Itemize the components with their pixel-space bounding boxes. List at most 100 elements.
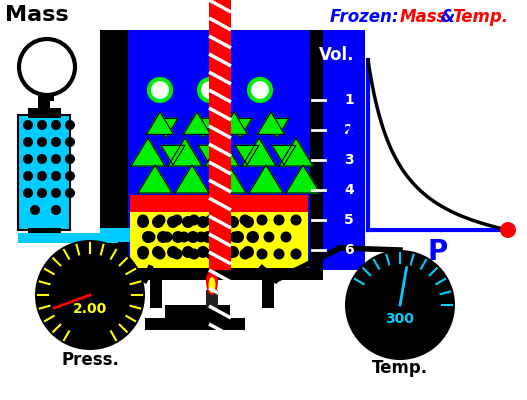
Circle shape: [212, 232, 223, 242]
Polygon shape: [279, 138, 313, 166]
Circle shape: [157, 231, 169, 243]
Circle shape: [222, 248, 233, 260]
Polygon shape: [249, 165, 283, 193]
Circle shape: [247, 232, 258, 242]
Circle shape: [199, 79, 221, 101]
Text: Temp.: Temp.: [452, 8, 508, 26]
Bar: [28, 228, 61, 236]
Circle shape: [197, 246, 209, 258]
Circle shape: [154, 248, 165, 260]
Circle shape: [264, 232, 275, 242]
Circle shape: [23, 188, 33, 198]
Circle shape: [161, 232, 172, 242]
Circle shape: [51, 154, 61, 164]
Circle shape: [137, 246, 149, 258]
Circle shape: [189, 214, 200, 226]
Polygon shape: [220, 112, 248, 134]
Polygon shape: [286, 165, 320, 193]
Bar: [100, 228, 130, 242]
Circle shape: [257, 214, 268, 226]
Circle shape: [37, 188, 47, 198]
Circle shape: [229, 232, 240, 242]
Circle shape: [23, 154, 33, 164]
Circle shape: [196, 232, 207, 242]
Circle shape: [65, 188, 75, 198]
Circle shape: [182, 246, 194, 258]
Circle shape: [280, 232, 291, 242]
Circle shape: [257, 248, 268, 260]
Circle shape: [65, 154, 75, 164]
Text: Mass: Mass: [400, 8, 447, 26]
Text: 2.00: 2.00: [73, 302, 107, 316]
Circle shape: [138, 248, 149, 260]
Circle shape: [290, 248, 301, 260]
Bar: [310, 30, 365, 270]
Circle shape: [51, 120, 61, 130]
Circle shape: [51, 188, 61, 198]
Text: &: &: [435, 8, 461, 26]
Text: Temp.: Temp.: [372, 359, 428, 377]
Circle shape: [144, 232, 155, 242]
Circle shape: [242, 216, 254, 228]
Bar: [130, 195, 308, 212]
Polygon shape: [228, 118, 252, 138]
Bar: [42, 93, 54, 101]
Polygon shape: [272, 146, 296, 165]
Bar: [38, 95, 50, 111]
Ellipse shape: [209, 277, 216, 293]
Text: Vol.: Vol.: [319, 46, 355, 64]
Text: 300: 300: [386, 312, 414, 326]
Circle shape: [206, 214, 217, 226]
Circle shape: [23, 120, 33, 130]
Text: 1: 1: [344, 93, 354, 107]
Circle shape: [37, 154, 47, 164]
Circle shape: [23, 137, 33, 147]
Circle shape: [249, 79, 271, 101]
Bar: [115, 268, 323, 280]
Circle shape: [189, 248, 200, 260]
Text: P: P: [428, 238, 448, 266]
Circle shape: [187, 231, 199, 243]
Circle shape: [167, 216, 179, 228]
Text: V: V: [335, 122, 357, 150]
Circle shape: [206, 248, 217, 260]
Polygon shape: [265, 118, 289, 138]
Polygon shape: [198, 146, 222, 165]
Circle shape: [274, 214, 285, 226]
Circle shape: [179, 232, 190, 242]
Bar: [165, 305, 230, 320]
Circle shape: [227, 216, 239, 228]
Bar: [115, 30, 128, 270]
Circle shape: [30, 205, 40, 215]
Text: 2: 2: [344, 123, 354, 137]
Circle shape: [172, 231, 184, 243]
Bar: [130, 210, 308, 268]
Circle shape: [227, 246, 239, 258]
Circle shape: [212, 246, 224, 258]
Circle shape: [239, 248, 250, 260]
Text: 3: 3: [344, 153, 354, 167]
Bar: [18, 233, 118, 243]
Circle shape: [212, 216, 224, 228]
Circle shape: [152, 216, 164, 228]
Bar: [206, 290, 218, 308]
Circle shape: [37, 120, 47, 130]
Polygon shape: [131, 138, 165, 166]
Circle shape: [51, 137, 61, 147]
Circle shape: [202, 231, 214, 243]
Bar: [18, 115, 70, 230]
Circle shape: [222, 214, 233, 226]
Circle shape: [65, 137, 75, 147]
Circle shape: [239, 214, 250, 226]
Circle shape: [23, 171, 33, 181]
Circle shape: [345, 250, 455, 360]
Text: 6: 6: [344, 243, 354, 257]
Circle shape: [217, 231, 229, 243]
Polygon shape: [183, 112, 211, 134]
Bar: [310, 30, 323, 270]
Polygon shape: [235, 146, 259, 165]
Polygon shape: [138, 165, 172, 193]
Polygon shape: [154, 118, 178, 138]
Bar: [262, 278, 274, 308]
Circle shape: [171, 214, 182, 226]
